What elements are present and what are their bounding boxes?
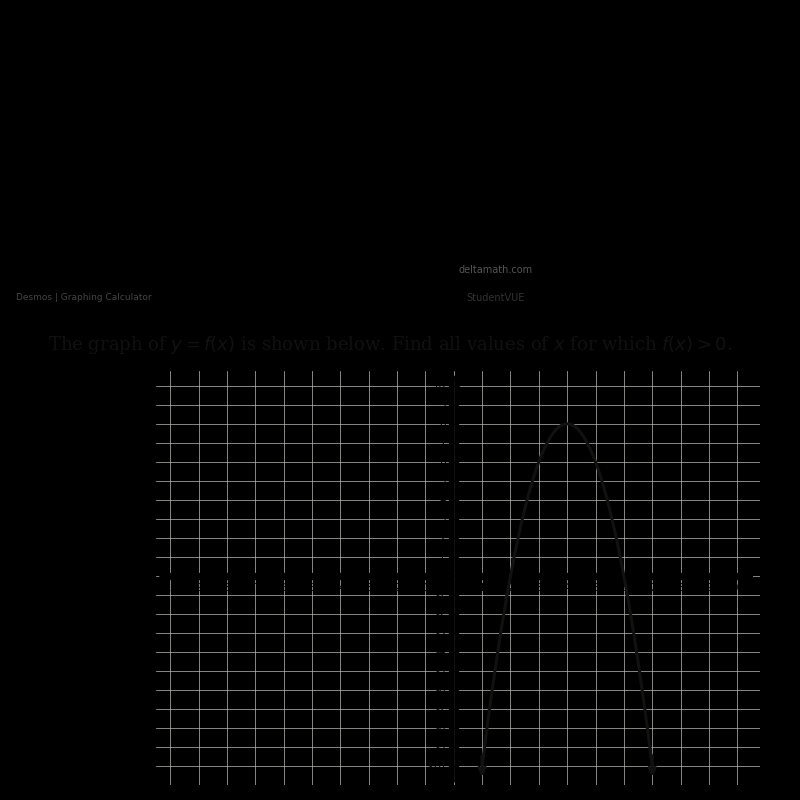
Text: -3: -3 <box>363 583 374 594</box>
Text: -8: -8 <box>222 583 232 594</box>
Text: -4: -4 <box>335 583 346 594</box>
Text: -6: -6 <box>435 686 446 695</box>
Text: 9: 9 <box>439 400 446 410</box>
Text: 1: 1 <box>478 583 486 594</box>
Text: 3: 3 <box>439 514 446 524</box>
Text: 5: 5 <box>439 476 446 486</box>
Text: 3: 3 <box>535 583 542 594</box>
Text: 1: 1 <box>439 552 446 562</box>
Text: 2: 2 <box>439 533 446 543</box>
Text: 7: 7 <box>439 438 446 448</box>
Text: -1: -1 <box>420 583 430 594</box>
Text: -1: -1 <box>435 590 446 600</box>
Text: -9: -9 <box>194 583 204 594</box>
Text: -3: -3 <box>435 628 446 638</box>
Text: 4: 4 <box>564 583 570 594</box>
Text: 8: 8 <box>678 583 684 594</box>
Text: Desmos | Graphing Calculator: Desmos | Graphing Calculator <box>16 294 152 302</box>
Text: deltamath.com: deltamath.com <box>459 265 533 275</box>
Text: -7: -7 <box>250 583 261 594</box>
Text: -10: -10 <box>429 762 446 771</box>
Text: -2: -2 <box>435 609 446 619</box>
Text: 10: 10 <box>433 381 446 390</box>
Text: 6: 6 <box>439 457 446 467</box>
Text: -10: -10 <box>162 583 178 594</box>
Text: 4: 4 <box>439 495 446 505</box>
Text: 6: 6 <box>621 583 627 594</box>
Text: StudentVUE: StudentVUE <box>467 293 525 303</box>
Text: -2: -2 <box>392 583 402 594</box>
Text: y: y <box>455 371 465 386</box>
Text: x: x <box>762 564 770 579</box>
Text: 5: 5 <box>592 583 599 594</box>
Text: -9: -9 <box>435 742 446 752</box>
Text: -8: -8 <box>435 723 446 734</box>
Text: 7: 7 <box>649 583 655 594</box>
Text: -4: -4 <box>435 647 446 657</box>
Text: -7: -7 <box>435 704 446 714</box>
Text: 2: 2 <box>507 583 514 594</box>
Text: 8: 8 <box>439 419 446 429</box>
Text: -5: -5 <box>306 583 317 594</box>
Text: 9: 9 <box>706 583 712 594</box>
Text: -5: -5 <box>435 666 446 676</box>
Text: 10: 10 <box>730 583 744 594</box>
Text: -6: -6 <box>278 583 289 594</box>
Text: The graph of $y = f(x)$ is shown below. Find all values of $x$ for which $f(x) >: The graph of $y = f(x)$ is shown below. … <box>48 334 732 356</box>
